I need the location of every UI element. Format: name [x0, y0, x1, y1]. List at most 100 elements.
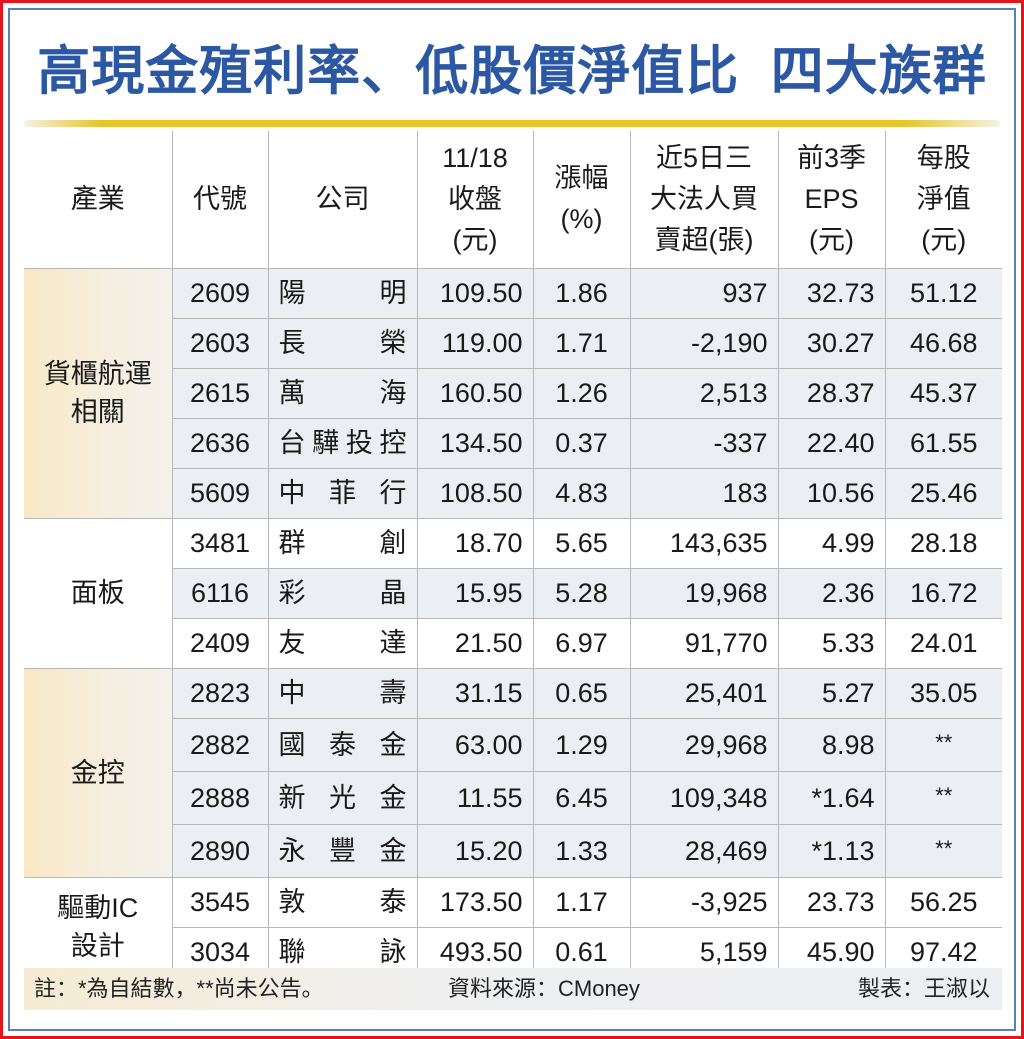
eps: 23.73	[777, 876, 886, 928]
company-name: 陽明	[267, 267, 418, 319]
inst-net: 183	[629, 467, 779, 519]
close-price: 21.50	[416, 617, 534, 669]
eps: 10.56	[777, 467, 886, 519]
stock-code: 6116	[172, 567, 269, 619]
eps: 22.40	[777, 417, 886, 469]
stock-code: 2888	[172, 770, 269, 825]
company-name: 永豐金	[267, 823, 418, 878]
table-row: 2882 國泰金 63.00 1.29 29,968 8.98 **	[24, 717, 1002, 772]
table-row: 2603 長榮 119.00 1.71 -2,190 30.27 46.68	[24, 317, 1002, 369]
change-pct: 1.86	[532, 267, 631, 319]
table-row: 金控 2823 中壽 31.15 0.65 25,401 5.27 35.05	[24, 667, 1002, 878]
close-price: 15.95	[416, 567, 534, 619]
header-change: 漲幅 (%)	[532, 131, 631, 269]
nav: 35.05	[884, 667, 1002, 719]
change-pct: 1.33	[532, 823, 631, 878]
eps: 2.36	[777, 567, 886, 619]
table-row: 2890 永豐金 15.20 1.33 28,469 *1.13 **	[24, 823, 1002, 878]
eps: 28.37	[777, 367, 886, 419]
table-row: 2409 友達 21.50 6.97 91,770 5.33 24.01	[24, 617, 1002, 669]
header-institutional: 近5日三 大法人買 賣超(張)	[629, 131, 779, 269]
nav: 61.55	[884, 417, 1002, 469]
eps: *1.64	[777, 770, 886, 825]
change-pct: 6.45	[532, 770, 631, 825]
company-name: 新光金	[267, 770, 418, 825]
change-pct: 4.83	[532, 467, 631, 519]
table-header-row: 產業 代號 公司 11/18 收盤 (元) 漲幅 (%) 近5日三 大法人買 賣…	[24, 131, 1002, 269]
eps: 30.27	[777, 317, 886, 369]
table-footer: 註：*為自結數，**尚未公告。 資料來源：CMoney 製表：王淑以	[24, 968, 1002, 1010]
nav: 28.18	[884, 517, 1002, 569]
close-price: 160.50	[416, 367, 534, 419]
inst-net: 28,469	[629, 823, 779, 878]
inst-net: 2,513	[629, 367, 779, 419]
stock-code: 2603	[172, 317, 269, 369]
nav: 46.68	[884, 317, 1002, 369]
title-divider	[24, 120, 1000, 127]
company-name: 敦泰	[267, 876, 418, 928]
stock-code: 2409	[172, 617, 269, 669]
header-code: 代號	[171, 131, 269, 269]
nav: **	[884, 770, 1002, 825]
inst-net: 19,968	[629, 567, 779, 619]
company-name: 台驊投控	[267, 417, 418, 469]
company-name: 萬海	[267, 367, 418, 419]
company-name: 友達	[267, 617, 418, 669]
inst-net: 25,401	[629, 667, 779, 719]
nav: 16.72	[884, 567, 1002, 619]
table-row: 6116 彩晶 15.95 5.28 19,968 2.36 16.72	[24, 567, 1002, 619]
close-price: 63.00	[416, 717, 534, 772]
change-pct: 0.37	[532, 417, 631, 469]
eps: *1.13	[777, 823, 886, 878]
stock-code: 2823	[171, 667, 269, 719]
data-source: 資料來源：CMoney	[448, 976, 640, 1001]
table-row: 2888 新光金 11.55 6.45 109,348 *1.64 **	[24, 770, 1002, 825]
table-row: 驅動IC 設計 3545 敦泰 173.50 1.17 -3,925 23.73…	[24, 876, 1002, 978]
nav: 45.37	[884, 367, 1002, 419]
industry-cell-financial: 金控	[24, 667, 173, 878]
company-name: 彩晶	[267, 567, 418, 619]
eps: 32.73	[777, 267, 886, 319]
header-company: 公司	[267, 131, 418, 269]
close-price: 108.50	[416, 467, 534, 519]
eps: 5.27	[777, 667, 886, 719]
company-name: 中壽	[267, 667, 418, 719]
table-row: 面板 3481 群創 18.70 5.65 143,635 4.99 28.18	[24, 517, 1002, 669]
table-row: 貨櫃航運 相關 2609 陽明 109.50 1.86 937 32.73 51…	[24, 267, 1002, 519]
company-name: 群創	[267, 517, 418, 569]
eps: 4.99	[777, 517, 886, 569]
nav: 25.46	[884, 467, 1002, 519]
header-eps: 前3季 EPS (元)	[777, 131, 886, 269]
stock-code: 2882	[172, 717, 269, 772]
change-pct: 6.97	[532, 617, 631, 669]
company-name: 中菲行	[267, 467, 418, 519]
close-price: 119.00	[416, 317, 534, 369]
nav: 51.12	[884, 267, 1002, 319]
close-price: 18.70	[416, 517, 534, 569]
change-pct: 1.26	[532, 367, 631, 419]
change-pct: 1.17	[532, 876, 631, 928]
inst-net: -3,925	[629, 876, 779, 928]
nav: 24.01	[884, 617, 1002, 669]
table-row: 5609 中菲行 108.50 4.83 183 10.56 25.46	[24, 467, 1002, 519]
stock-code: 5609	[172, 467, 269, 519]
company-name: 長榮	[267, 317, 418, 369]
close-price: 15.20	[416, 823, 534, 878]
stock-code: 3545	[171, 876, 269, 928]
stock-code: 2609	[171, 267, 269, 319]
close-price: 11.55	[416, 770, 534, 825]
close-price: 31.15	[416, 667, 534, 719]
change-pct: 0.65	[532, 667, 631, 719]
inst-net: -2,190	[629, 317, 779, 369]
stock-code: 3481	[171, 517, 269, 569]
close-price: 109.50	[416, 267, 534, 319]
stock-code: 2890	[172, 823, 269, 878]
company-name: 國泰金	[267, 717, 418, 772]
stock-code: 2615	[172, 367, 269, 419]
header-close: 11/18 收盤 (元)	[416, 131, 534, 269]
header-industry: 產業	[24, 131, 173, 269]
nav: 56.25	[884, 876, 1002, 928]
inst-net: 143,635	[629, 517, 779, 569]
change-pct: 1.71	[532, 317, 631, 369]
footnote: 註：*為自結數，**尚未公告。	[34, 976, 324, 1001]
